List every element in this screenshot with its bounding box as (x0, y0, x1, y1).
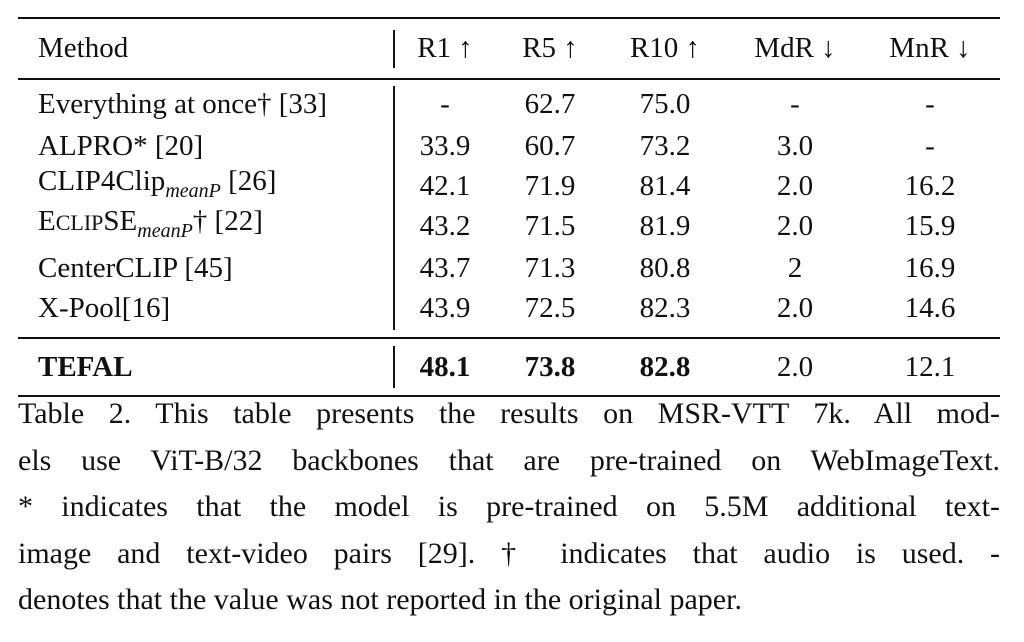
bottom-rule (18, 395, 1000, 397)
value-cell: 2.0 (776, 351, 814, 383)
value-cell: 3.0 (776, 130, 814, 162)
method-cell: CenterCLIP [45] (38, 251, 233, 285)
value-cell: 2 (787, 252, 803, 284)
value-cell: 2.0 (776, 292, 814, 324)
method-text: X-Pool[16] (38, 292, 171, 324)
header-cell: R5 ↑ (522, 32, 578, 64)
value-cell: 62.7 (524, 88, 576, 120)
method-text: TEFAL (38, 351, 133, 383)
caption-line: Table 2. This table presents the results… (18, 397, 1000, 430)
header-cell: Method (38, 32, 129, 64)
value-cell: 12.1 (904, 351, 956, 383)
value-cell: 81.9 (639, 210, 691, 242)
method-text: meanP (165, 179, 221, 202)
mid-rule (18, 337, 1000, 339)
value-cell: - (440, 88, 450, 120)
caption-line: * indicates that the model is pre-traine… (18, 490, 1000, 523)
method-text: SE (103, 205, 138, 238)
method-text: CenterCLIP [45] (38, 252, 233, 284)
value-cell: 73.8 (524, 351, 576, 383)
column-divider (393, 346, 395, 388)
header-rule (18, 78, 1000, 80)
value-cell: 43.7 (419, 252, 471, 284)
header-cell: R10 ↑ (629, 32, 701, 64)
value-cell: 73.2 (639, 130, 691, 162)
method-text: CLIP4Clip (38, 165, 166, 198)
value-cell: 60.7 (524, 130, 576, 162)
value-cell: 15.9 (904, 210, 956, 242)
column-divider (393, 30, 395, 68)
value-cell: - (925, 88, 935, 120)
value-cell: 71.5 (524, 210, 576, 242)
method-cell: TEFAL (38, 350, 133, 384)
method-text: ALPRO* [20] (38, 130, 204, 162)
value-cell: 42.1 (419, 170, 471, 202)
value-cell: 2.0 (776, 210, 814, 242)
header-cell: MdR ↓ (754, 32, 836, 64)
value-cell: 14.6 (904, 292, 956, 324)
method-cell: CLIP4ClipmeanP [26] (38, 164, 276, 208)
method-text: E (38, 205, 56, 238)
method-cell: ALPRO* [20] (38, 129, 203, 163)
method-text: CLIP (55, 210, 104, 236)
method-cell: X-Pool[16] (38, 291, 170, 325)
value-cell: 43.9 (419, 292, 471, 324)
value-cell: 16.9 (904, 252, 956, 284)
column-divider (393, 86, 395, 330)
caption-line: denotes that the value was not reported … (18, 583, 742, 616)
method-cell: ECLIPSEmeanP† [22] (38, 204, 263, 248)
method-cell: Everything at once† [33] (38, 87, 327, 121)
method-text: meanP (137, 219, 193, 242)
value-cell: 72.5 (524, 292, 576, 324)
value-cell: 80.8 (639, 252, 691, 284)
caption-line: els use ViT-B/32 backbones that are pre-… (18, 443, 1000, 477)
method-text: † [22] (192, 205, 263, 238)
value-cell: 75.0 (639, 88, 691, 120)
value-cell: - (790, 88, 800, 120)
value-cell: 71.9 (524, 170, 576, 202)
value-cell: 82.3 (639, 292, 691, 324)
top-rule (18, 17, 1000, 19)
value-cell: 81.4 (639, 170, 691, 202)
value-cell: 43.2 (419, 210, 471, 242)
value-cell: 71.3 (524, 252, 576, 284)
value-cell: 82.8 (639, 351, 691, 383)
header-cell: R1 ↑ (417, 32, 473, 64)
value-cell: 2.0 (776, 170, 814, 202)
value-cell: 48.1 (419, 351, 471, 383)
value-cell: 16.2 (904, 170, 956, 202)
method-text: Everything at once† [33] (38, 88, 328, 120)
value-cell: 33.9 (419, 130, 471, 162)
header-cell: MnR ↓ (889, 32, 971, 64)
caption-line: image and text-video pairs [29]. † indic… (18, 536, 1000, 570)
method-text: [26] (220, 165, 277, 198)
value-cell: - (925, 130, 935, 162)
